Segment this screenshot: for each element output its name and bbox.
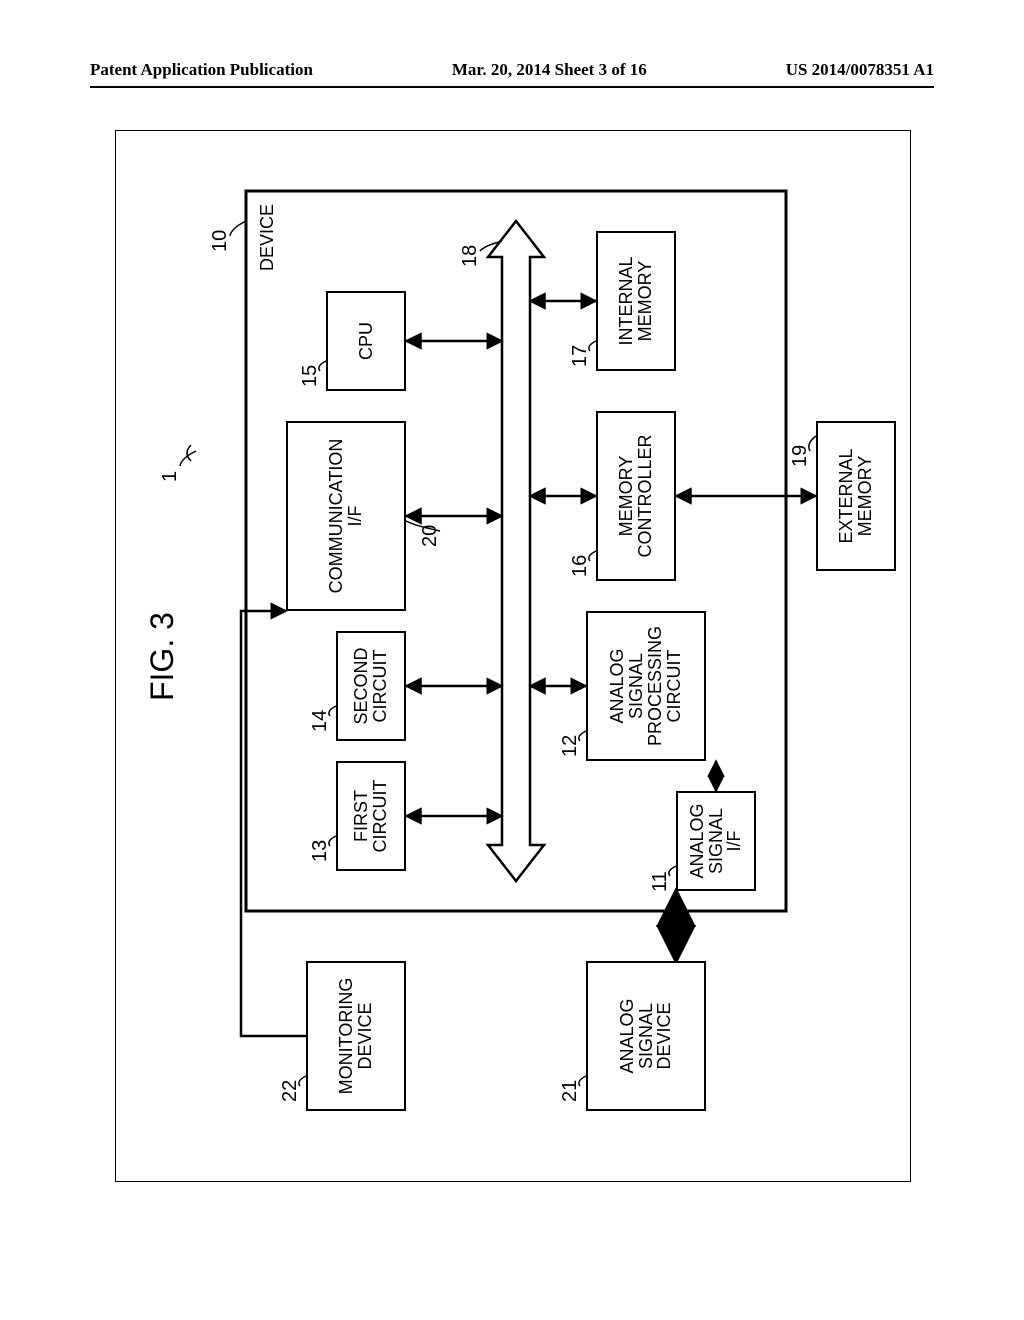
page-header: Patent Application Publication Mar. 20, … — [0, 60, 1024, 80]
device-label: DEVICE — [258, 204, 276, 271]
header-right: US 2014/0078351 A1 — [786, 60, 934, 80]
header-center: Mar. 20, 2014 Sheet 3 of 16 — [452, 60, 647, 80]
header-rule — [90, 86, 934, 88]
ref-17: 17 — [570, 345, 590, 367]
block-analog-signal-if: ANALOG SIGNAL I/F — [676, 791, 756, 891]
block-second-circuit: SECOND CIRCUIT — [336, 631, 406, 741]
block-analog-processing: ANALOG SIGNAL PROCESSING CIRCUIT — [586, 611, 706, 761]
ref-10: 10 — [210, 230, 230, 252]
ref-16: 16 — [570, 555, 590, 577]
ref-11: 11 — [650, 871, 670, 892]
ref-14: 14 — [310, 710, 330, 732]
block-monitoring-device: MONITORING DEVICE — [306, 961, 406, 1111]
ref-19: 19 — [790, 445, 810, 467]
ref-13: 13 — [310, 840, 330, 862]
diagram-rotated-inner: FIG. 3 MONITORING DEVICEANALOG SIGNAL DE… — [116, 131, 910, 1181]
block-analog-signal-device: ANALOG SIGNAL DEVICE — [586, 961, 706, 1111]
header-left: Patent Application Publication — [90, 60, 313, 80]
ref-1: 1 — [160, 471, 180, 482]
block-cpu: CPU — [326, 291, 406, 391]
block-communication-if: COMMUNICATION I/F — [286, 421, 406, 611]
block-internal-memory: INTERNAL MEMORY — [596, 231, 676, 371]
ref-22: 22 — [280, 1080, 300, 1102]
block-external-memory: EXTERNAL MEMORY — [816, 421, 896, 571]
ref-18: 18 — [460, 245, 480, 267]
diagram-container: FIG. 3 MONITORING DEVICEANALOG SIGNAL DE… — [116, 131, 910, 1181]
block-memory-controller: MEMORY CONTROLLER — [596, 411, 676, 581]
diagram-svg — [116, 131, 910, 1181]
ref-21: 21 — [560, 1080, 580, 1102]
ref-20: 20 — [420, 525, 440, 547]
ref-15: 15 — [300, 365, 320, 387]
block-first-circuit: FIRST CIRCUIT — [336, 761, 406, 871]
ref-12: 12 — [560, 735, 580, 757]
page-frame: FIG. 3 MONITORING DEVICEANALOG SIGNAL DE… — [115, 130, 911, 1182]
